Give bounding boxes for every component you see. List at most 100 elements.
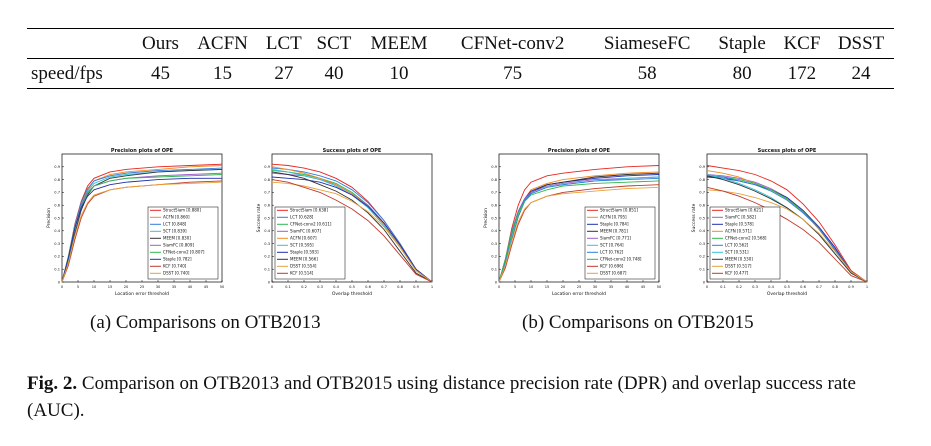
x-tick-label: 20	[124, 285, 129, 289]
x-tick-label: 45	[641, 285, 646, 289]
y-tick-label: 0.6	[491, 204, 497, 208]
y-tick-label: 0.9	[699, 165, 705, 169]
y-tick-label: 0.3	[699, 242, 705, 246]
series-line	[271, 176, 433, 283]
x-tick-label: 0.8	[832, 285, 838, 289]
y-axis-label: Success rate	[691, 203, 697, 232]
chart-title: Success plots of OPE	[323, 148, 382, 154]
x-tick-label: 0.8	[397, 285, 403, 289]
y-tick-label: 0.5	[699, 216, 705, 220]
legend-label: MEEM [0.566]	[290, 257, 318, 262]
legend-label: CFNet-conv2 [0.568]	[725, 236, 767, 241]
legend-label: LCT [0.762]	[600, 250, 624, 255]
subcaption-a: (a) Comparisons on OTB2013	[90, 312, 321, 333]
speed-row-label: speed/fps	[31, 62, 103, 84]
y-tick-label: 0.4	[264, 229, 270, 233]
y-tick-label: 0.9	[264, 165, 270, 169]
y-tick-label: 0	[703, 280, 706, 284]
precision-plot-otb2015: Precision plots of OPE Location error thr…	[482, 146, 664, 298]
x-tick-label: 1	[431, 285, 433, 289]
x-tick-label: 0.1	[285, 285, 291, 289]
series-line	[498, 180, 660, 283]
y-tick-label: 0.8	[54, 178, 60, 182]
x-tick-label: 0.3	[317, 285, 323, 289]
x-tick-label: 0.6	[365, 285, 371, 289]
x-tick-label: 50	[220, 285, 225, 289]
y-tick-label: 0.2	[54, 255, 60, 259]
legend-label: Staple [0.578]	[725, 222, 754, 227]
x-tick-label: 0	[271, 285, 274, 289]
speed-table-cell: 40	[324, 62, 344, 84]
legend-box	[274, 206, 346, 280]
series-line	[706, 189, 868, 283]
series-line	[271, 179, 433, 283]
y-tick-label: 0.7	[264, 191, 270, 195]
chart-title: Success plots of OPE	[758, 148, 817, 154]
series-line	[61, 181, 223, 283]
x-tick-label: 0.7	[816, 285, 822, 289]
speed-table-cell: 27	[274, 62, 294, 84]
y-tick-label: 0.3	[491, 242, 497, 246]
legend-label: DSST [0.554]	[290, 264, 317, 269]
series-line	[706, 186, 868, 283]
speed-table-cell: 15	[213, 62, 233, 84]
x-axis-label: Overlap threshold	[332, 291, 372, 297]
speed-table-header: Staple	[718, 32, 766, 54]
x-tick-label: 25	[140, 285, 145, 289]
series-line	[706, 175, 868, 283]
legend-label: StructSiam [0.851]	[600, 208, 638, 213]
legend-label: SiamFC [0.582]	[725, 215, 756, 220]
x-tick-label: 0.7	[381, 285, 387, 289]
speed-table: Ours ACFN LCT SCT MEEM CFNet-conv2 Siame…	[27, 28, 894, 89]
speed-table-cell: 80	[732, 62, 752, 84]
x-tick-label: 0	[706, 285, 709, 289]
x-tick-label: 30	[593, 285, 598, 289]
legend-label: SCT [0.595]	[290, 243, 314, 248]
x-tick-label: 0.4	[333, 285, 339, 289]
legend-box	[709, 206, 781, 280]
legend-label: KCF [0.740]	[163, 264, 187, 269]
y-tick-label: 0.5	[54, 216, 60, 220]
y-tick-label: 0.8	[699, 178, 705, 182]
success-plot-otb2013: Success plots of OPE Overlap threshold Suc…	[255, 146, 437, 298]
figure-label: Fig. 2.	[27, 373, 78, 394]
legend-label: DSST [0.740]	[163, 271, 190, 276]
x-tick-label: 0.2	[301, 285, 307, 289]
legend-box	[584, 206, 656, 280]
figure-caption: Fig. 2. Comparison on OTB2013 and OTB201…	[27, 370, 907, 424]
legend-label: LCT [0.628]	[290, 215, 314, 220]
speed-table-header-row: Ours ACFN LCT SCT MEEM CFNet-conv2 Siame…	[27, 28, 894, 59]
precision-plot-otb2013: Precision plots of OPE Location error thr…	[45, 146, 227, 298]
figure-caption-text: Comparison on OTB2013 and OTB2015 using …	[27, 373, 856, 421]
legend-label: SCT [0.839]	[163, 229, 187, 234]
x-tick-label: 0.6	[800, 285, 806, 289]
y-tick-label: 0.4	[491, 229, 497, 233]
x-tick-label: 0.9	[413, 285, 419, 289]
x-axis-label: Overlap threshold	[767, 291, 807, 297]
x-tick-label: 40	[188, 285, 193, 289]
legend-box	[147, 206, 219, 280]
x-axis-label: Location error threshold	[552, 291, 606, 297]
legend-label: ACFN [0.571]	[725, 229, 752, 234]
y-tick-label: 0.6	[54, 204, 60, 208]
series-line	[271, 166, 433, 283]
x-tick-label: 25	[577, 285, 582, 289]
speed-table-corner	[27, 29, 134, 59]
speed-table-row: speed/fps 45 15 27 40 10 75 58 80 172 24	[27, 59, 894, 89]
y-axis-label: Precision	[483, 208, 489, 228]
legend-label: Staple [0.593]	[290, 250, 319, 255]
series-line	[61, 177, 222, 283]
legend-label: SCT [0.531]	[725, 250, 749, 255]
x-tick-label: 40	[625, 285, 630, 289]
x-tick-label: 20	[561, 285, 566, 289]
speed-table-header: Ours	[142, 32, 179, 54]
series-line	[271, 167, 433, 283]
legend-label: KCF [0.514]	[290, 271, 314, 276]
y-tick-label: 0.9	[491, 165, 497, 169]
y-tick-label: 0.3	[54, 242, 60, 246]
y-tick-label: 0.2	[264, 255, 270, 259]
series-line	[706, 165, 868, 283]
x-tick-label: 0	[498, 285, 501, 289]
legend-label: KCF [0.477]	[725, 271, 749, 276]
speed-table-header: CFNet-conv2	[460, 32, 565, 54]
